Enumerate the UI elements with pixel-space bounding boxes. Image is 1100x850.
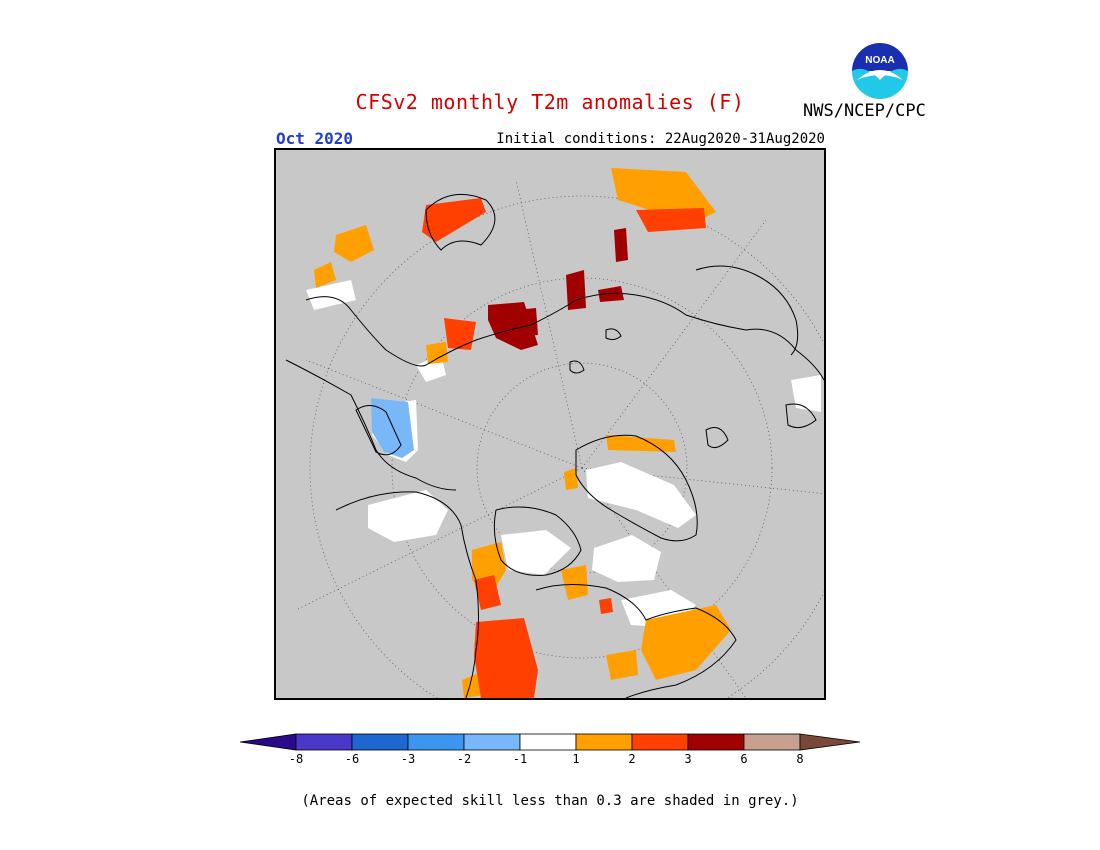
skill-footnote: (Areas of expected skill less than 0.3 a… [301, 793, 799, 809]
cool-anomaly-region [371, 398, 414, 458]
legend-box [519, 733, 577, 751]
agency-label: NWS/NCEP/CPC [803, 101, 926, 121]
legend-tick: -3 [400, 752, 416, 766]
legend-tick: 1 [572, 752, 580, 766]
chart-title: CFSv2 monthly T2m anomalies (F) [355, 90, 745, 114]
legend-tick: 8 [796, 752, 804, 766]
legend-box [407, 733, 465, 751]
legend-box [687, 733, 745, 751]
legend-box [463, 733, 521, 751]
initial-conditions: Initial conditions: 22Aug2020-31Aug2020 [496, 131, 825, 147]
legend-box [575, 733, 633, 751]
polar-map [274, 148, 826, 700]
legend-arrow-high [799, 733, 861, 751]
warm-anomaly-regions-1 [314, 168, 731, 698]
legend-tick: -6 [344, 752, 360, 766]
map-svg [285, 168, 824, 698]
legend-tick: -1 [512, 752, 528, 766]
warm-anomaly-regions-2 [422, 198, 706, 698]
legend-box [295, 733, 353, 751]
forecast-period: Oct 2020 [276, 129, 354, 148]
legend-tick: 2 [628, 752, 636, 766]
legend-box [631, 733, 689, 751]
noaa-logo: NOAA [849, 40, 911, 102]
legend-tick: -2 [456, 752, 472, 766]
legend-tick: 6 [740, 752, 748, 766]
legend-tick: -8 [288, 752, 304, 766]
legend-box [743, 733, 801, 751]
legend-tick: 3 [684, 752, 692, 766]
legend-box [351, 733, 409, 751]
legend-arrow-low [239, 733, 297, 751]
logo-text: NOAA [865, 55, 894, 66]
warm-anomaly-regions-3 [488, 228, 628, 350]
color-legend [239, 733, 861, 751]
coastlines [285, 193, 824, 698]
